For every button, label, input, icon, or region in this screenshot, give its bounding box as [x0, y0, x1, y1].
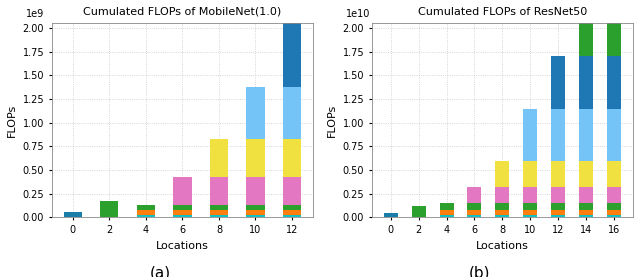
Bar	[579, 57, 593, 109]
Bar	[283, 215, 301, 217]
Bar	[579, 215, 593, 217]
Bar	[524, 187, 538, 203]
Bar	[246, 215, 264, 217]
Bar	[467, 210, 481, 215]
X-axis label: Locations: Locations	[156, 241, 209, 251]
Bar	[440, 210, 454, 215]
Bar	[283, 177, 301, 205]
Bar	[246, 210, 264, 215]
Bar	[283, 139, 301, 177]
Bar	[495, 203, 509, 210]
Bar	[524, 203, 538, 210]
Bar	[100, 201, 118, 217]
Bar	[246, 87, 264, 139]
Bar	[173, 210, 191, 215]
Bar	[607, 109, 621, 161]
Bar	[495, 210, 509, 215]
Bar	[467, 187, 481, 203]
Bar	[579, 109, 593, 161]
Bar	[579, 19, 593, 57]
Bar	[440, 203, 454, 210]
Bar	[283, 205, 301, 210]
Bar	[246, 177, 264, 205]
Bar	[579, 161, 593, 187]
Bar	[246, 139, 264, 177]
Y-axis label: FLOPs: FLOPs	[7, 104, 17, 137]
Bar	[440, 215, 454, 217]
Bar	[173, 205, 191, 210]
Bar	[551, 203, 565, 210]
Bar	[524, 210, 538, 215]
Bar	[607, 0, 621, 19]
Bar	[579, 210, 593, 215]
Text: 1e10: 1e10	[346, 9, 370, 19]
Bar	[607, 161, 621, 187]
Bar	[551, 210, 565, 215]
Bar	[607, 210, 621, 215]
Text: (b): (b)	[469, 265, 491, 277]
Bar	[607, 203, 621, 210]
Bar	[137, 210, 155, 215]
Text: 1e9: 1e9	[26, 9, 44, 19]
Bar	[283, 210, 301, 215]
Bar	[607, 19, 621, 57]
Bar	[210, 139, 228, 177]
Bar	[551, 215, 565, 217]
Bar	[495, 161, 509, 187]
Bar	[173, 177, 191, 205]
Bar	[63, 212, 82, 217]
Bar	[495, 187, 509, 203]
Bar	[551, 161, 565, 187]
Bar	[551, 57, 565, 109]
Bar	[137, 205, 155, 210]
Bar	[467, 203, 481, 210]
Bar	[210, 215, 228, 217]
Bar	[524, 109, 538, 161]
Title: Cumulated FLOPs of ResNet50: Cumulated FLOPs of ResNet50	[418, 7, 587, 17]
Bar	[579, 187, 593, 203]
Bar	[283, 87, 301, 139]
Bar	[607, 187, 621, 203]
Bar	[551, 187, 565, 203]
Bar	[283, 0, 301, 87]
Bar	[210, 205, 228, 210]
X-axis label: Locations: Locations	[476, 241, 529, 251]
Bar	[210, 210, 228, 215]
Text: (a): (a)	[149, 265, 171, 277]
Bar	[246, 205, 264, 210]
Bar	[210, 177, 228, 205]
Y-axis label: FLOPs: FLOPs	[327, 104, 337, 137]
Title: Cumulated FLOPs of MobileNet(1.0): Cumulated FLOPs of MobileNet(1.0)	[83, 7, 282, 17]
Bar	[467, 215, 481, 217]
Bar	[524, 161, 538, 187]
Bar	[383, 213, 397, 217]
Bar	[607, 57, 621, 109]
Bar	[137, 215, 155, 217]
Bar	[607, 215, 621, 217]
Bar	[412, 206, 426, 217]
Bar	[173, 215, 191, 217]
Bar	[579, 203, 593, 210]
Bar	[551, 109, 565, 161]
Bar	[524, 215, 538, 217]
Bar	[495, 215, 509, 217]
